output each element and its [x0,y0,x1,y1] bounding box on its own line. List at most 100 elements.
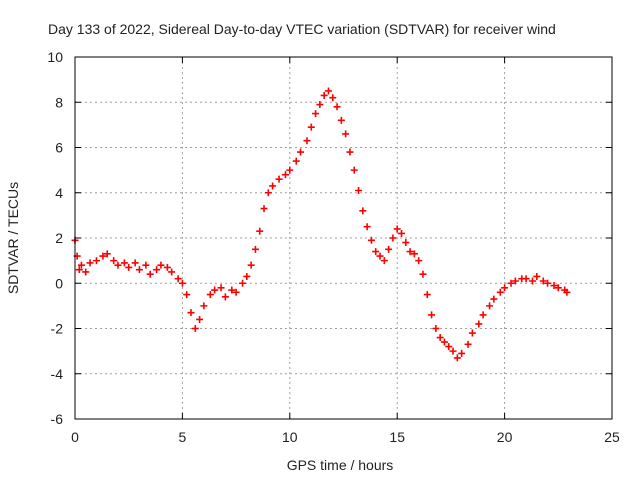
y-tick-label: 8 [55,94,63,110]
data-point [402,239,410,247]
data-point [131,259,139,267]
data-point [324,87,332,95]
data-point [292,157,300,165]
data-point [221,293,229,301]
data-point [496,288,504,296]
data-point [367,236,375,244]
data-point [563,288,571,296]
data-point [77,261,85,269]
data-point [554,284,562,292]
data-point [82,268,90,276]
data-point [346,148,354,156]
y-axis-label: SDTVAR / TECUs [5,182,21,294]
x-tick-label: 5 [179,429,187,445]
data-point [303,137,311,145]
data-point [163,263,171,271]
data-point [475,320,483,328]
data-point [110,257,118,265]
data-point [385,245,393,253]
data-point [406,248,414,256]
grid-lines [75,57,612,419]
data-point [415,257,423,265]
data-point [449,347,457,355]
data-point [445,343,453,351]
data-point [363,223,371,231]
data-point [275,175,283,183]
data-point [228,286,236,294]
data-point [544,279,552,287]
data-point [264,189,272,197]
data-point [410,250,418,258]
data-point [436,334,444,342]
data-point [174,275,182,283]
data-point [269,182,277,190]
axis-ticks [74,56,613,420]
x-tick-label: 0 [71,429,79,445]
x-axis-label: GPS time / hours [287,457,394,473]
data-point [453,354,461,362]
data-point [307,123,315,131]
data-point [282,171,290,179]
data-point [419,270,427,278]
data-point [92,257,100,265]
y-tick-label: -4 [51,366,64,382]
data-point [337,116,345,124]
data-point [297,148,305,156]
y-tick-label: 10 [47,49,63,65]
data-point [464,340,472,348]
data-point [423,291,431,299]
data-point [342,130,350,138]
y-tick-label: 6 [55,140,63,156]
data-point [376,252,384,260]
data-point [359,207,367,215]
data-point [232,288,240,296]
data-point [286,166,294,174]
data-point [355,186,363,194]
data-point [320,91,328,99]
data-point [486,302,494,310]
data-point [389,234,397,242]
data-point [533,272,541,280]
data-point [333,103,341,111]
data-point [507,279,515,287]
data-point [120,259,128,267]
y-tick-label: 2 [55,230,63,246]
data-point [529,277,537,285]
data-point [350,166,358,174]
data-point [243,272,251,280]
data-point [239,279,247,287]
data-point [550,282,558,290]
data-point [468,329,476,337]
data-point [135,266,143,274]
y-tick-label: 4 [55,185,63,201]
x-tick-label: 15 [389,429,405,445]
y-tick-label: -2 [51,321,64,337]
data-point [75,266,83,274]
data-point [393,225,401,233]
data-point [196,315,204,323]
data-point [191,325,199,332]
data-point [187,309,195,317]
data-point [479,311,487,319]
data-point [397,229,405,237]
data-point [256,227,264,235]
data-point [168,268,176,276]
data-point [372,248,380,256]
data-point [312,110,320,118]
data-point [211,286,219,294]
data-point [206,291,214,299]
data-point [247,261,255,269]
data-point [157,261,165,269]
data-point [316,101,324,109]
data-point [522,275,530,283]
x-tick-label: 10 [282,429,298,445]
data-point [142,261,150,269]
data-point [103,250,111,258]
data-point [428,311,436,319]
chart-title: Day 133 of 2022, Sidereal Day-to-day VTE… [48,21,556,37]
data-point [114,261,122,269]
data-point [329,94,337,102]
data-point [251,245,259,253]
